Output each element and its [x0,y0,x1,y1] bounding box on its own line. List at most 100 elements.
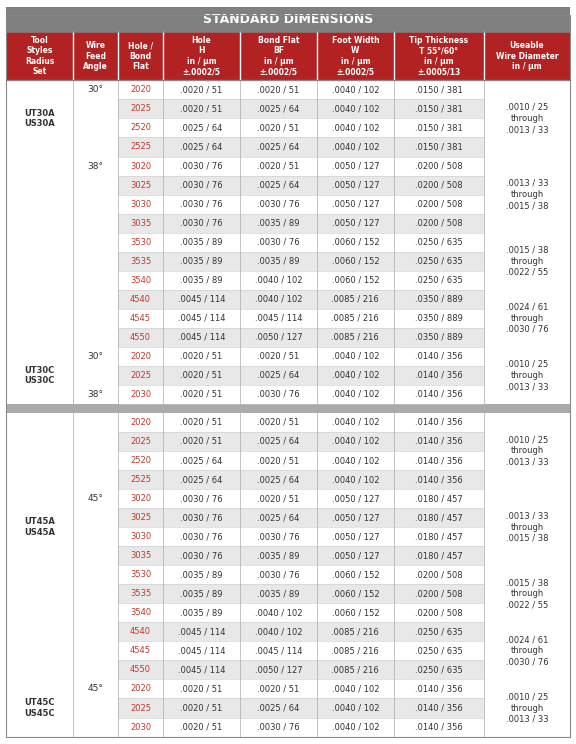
Bar [163,717,240,737]
Text: .0040 / 102: .0040 / 102 [332,437,379,446]
Bar [394,347,484,366]
Bar [484,195,570,214]
Bar [394,489,484,508]
Bar [317,156,394,176]
Bar [240,156,317,176]
Bar [73,289,118,347]
Bar [73,118,118,138]
Bar [73,622,118,641]
Text: .0085 / 216: .0085 / 216 [331,295,379,304]
Bar [317,32,394,80]
Bar [6,584,73,603]
Bar [484,385,570,404]
Text: .0050 / 127: .0050 / 127 [255,665,302,674]
Text: .0010 / 25
through
.0013 / 33: .0010 / 25 through .0013 / 33 [506,103,548,134]
Bar [394,470,484,489]
Bar [73,565,118,622]
Bar [6,251,73,271]
Bar [484,489,570,508]
Text: .0020 / 51: .0020 / 51 [257,494,300,503]
Bar [394,289,484,309]
Text: 3020: 3020 [130,494,151,503]
Bar [163,432,240,451]
Bar [317,366,394,385]
Bar [6,404,570,413]
Text: .0035 / 89: .0035 / 89 [257,257,300,266]
Bar [317,717,394,737]
Text: UT30C
US30C: UT30C US30C [24,366,55,385]
Bar [240,508,317,527]
Text: .0040 / 102: .0040 / 102 [332,104,379,113]
Bar [163,100,240,118]
Bar [484,717,570,737]
Text: .0020 / 51: .0020 / 51 [257,456,300,465]
Bar [484,118,570,138]
Text: .0040 / 102: .0040 / 102 [255,609,302,618]
Bar [240,32,317,80]
Bar [6,32,73,80]
Bar [163,214,240,233]
Bar [6,309,73,328]
Text: 2020: 2020 [130,418,151,427]
Text: .0025 / 64: .0025 / 64 [180,475,222,484]
Bar [163,584,240,603]
Bar [484,366,570,385]
Bar [118,289,163,309]
Bar [163,451,240,470]
Bar [118,214,163,233]
Bar [394,309,484,328]
Text: Hole /
Bond
Flat: Hole / Bond Flat [128,41,153,71]
Bar [73,679,118,699]
Bar [118,156,163,176]
Text: .0140 / 356: .0140 / 356 [415,390,463,399]
Text: .0020 / 51: .0020 / 51 [257,684,300,693]
Bar [163,603,240,622]
Bar [240,622,317,641]
Bar [118,195,163,214]
Bar [118,366,163,385]
Bar [73,214,118,233]
Bar [163,233,240,251]
Text: .0250 / 635: .0250 / 635 [415,665,463,674]
Bar [6,100,73,118]
Bar [118,100,163,118]
Bar [394,195,484,214]
Text: .0025 / 64: .0025 / 64 [257,181,300,190]
Text: .0085 / 216: .0085 / 216 [331,314,379,323]
Text: .0030 / 76: .0030 / 76 [257,570,300,580]
Text: .0015 / 38
through
.0022 / 55: .0015 / 38 through .0022 / 55 [506,246,548,277]
Text: .0140 / 356: .0140 / 356 [415,684,463,693]
Bar [394,679,484,699]
Text: .0045 / 114: .0045 / 114 [177,647,225,655]
Text: .0025 / 64: .0025 / 64 [257,704,300,713]
Bar [240,679,317,699]
Bar [163,328,240,347]
Bar [394,432,484,451]
Bar [317,118,394,138]
Text: 30°: 30° [88,352,104,361]
Bar [484,32,570,80]
Bar [484,233,570,251]
Bar [163,489,240,508]
Bar [317,233,394,251]
Bar [73,699,118,737]
Text: .0020 / 51: .0020 / 51 [180,104,222,113]
Text: .0013 / 33
through
.0015 / 38: .0013 / 33 through .0015 / 38 [506,179,548,210]
Bar [6,176,73,195]
Text: .0040 / 102: .0040 / 102 [332,704,379,713]
Bar [240,603,317,622]
Text: 2025: 2025 [130,437,151,446]
Bar [317,489,394,508]
Bar [240,347,317,366]
Bar [317,251,394,271]
Bar [394,451,484,470]
Text: 3030: 3030 [130,199,151,208]
Bar [484,156,570,176]
Text: .0060 / 152: .0060 / 152 [332,570,379,580]
Text: .0050 / 127: .0050 / 127 [332,532,379,541]
Bar [240,451,317,470]
Bar [317,451,394,470]
Bar [73,80,118,100]
Bar [163,565,240,584]
Text: .0020 / 51: .0020 / 51 [180,371,222,380]
